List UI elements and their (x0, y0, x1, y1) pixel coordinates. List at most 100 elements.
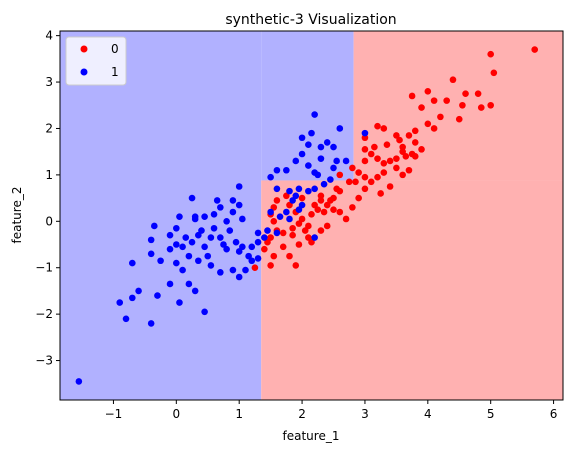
point-class-0-54 (386, 183, 394, 190)
point-class-0-26 (399, 143, 406, 151)
point-class-0-34 (393, 155, 400, 162)
point-class-1-104 (286, 187, 293, 195)
point-class-0-62 (314, 206, 322, 213)
point-class-0-49 (361, 173, 369, 181)
point-class-0-45 (405, 166, 413, 174)
point-class-1-37 (166, 231, 174, 239)
point-class-1-46 (210, 224, 218, 232)
point-class-1-45 (207, 234, 215, 241)
point-class-1-99 (330, 143, 337, 151)
point-class-1-105 (273, 185, 281, 193)
point-class-0-8 (487, 101, 494, 109)
point-class-0-39 (361, 157, 369, 165)
point-class-1-88 (283, 166, 290, 174)
x-tick-label: 3 (361, 407, 369, 421)
point-class-1-32 (254, 238, 262, 246)
point-class-0-19 (405, 132, 413, 139)
point-class-1-101 (361, 129, 369, 137)
point-class-0-14 (437, 113, 444, 121)
point-class-1-18 (204, 252, 212, 260)
point-class-1-63 (173, 224, 180, 232)
point-class-1-38 (173, 241, 180, 248)
point-class-1-9 (185, 280, 193, 288)
point-class-0-98 (308, 238, 315, 246)
point-class-0-83 (270, 204, 278, 211)
point-class-1-5 (135, 287, 142, 295)
point-class-1-47 (217, 234, 224, 241)
point-class-0-17 (430, 125, 438, 132)
point-class-1-30 (239, 243, 246, 251)
point-class-1-93 (311, 111, 318, 118)
point-class-1-73 (289, 197, 296, 204)
point-class-1-14 (157, 257, 164, 265)
point-class-0-13 (418, 104, 425, 111)
point-class-1-66 (264, 227, 271, 234)
point-class-1-17 (195, 257, 202, 265)
point-class-0-38 (367, 150, 375, 158)
y-axis-ticks: −3 −2 −1 0 1 2 3 4 (35, 29, 60, 368)
point-class-0-9 (424, 88, 432, 95)
point-class-0-91 (267, 262, 274, 269)
point-class-1-0 (75, 378, 83, 385)
point-class-0-57 (355, 194, 362, 202)
point-class-1-102 (311, 234, 318, 241)
point-class-0-69 (349, 204, 356, 211)
point-class-0-33 (402, 153, 410, 160)
plot-frame (59, 30, 564, 401)
point-class-1-13 (166, 245, 174, 253)
legend-marker-class-0 (80, 45, 88, 53)
point-class-1-61 (191, 213, 199, 220)
point-class-0-6 (459, 101, 466, 109)
point-class-0-5 (474, 90, 482, 97)
point-class-0-1 (487, 50, 494, 58)
point-class-0-101 (333, 185, 340, 193)
point-class-1-91 (298, 134, 306, 142)
point-class-1-6 (154, 292, 161, 299)
point-class-1-59 (235, 201, 243, 209)
y-tick-label: 3 (45, 75, 53, 89)
point-class-1-92 (308, 129, 315, 137)
point-class-0-21 (361, 134, 369, 142)
point-class-1-10 (201, 308, 208, 316)
point-class-1-7 (166, 280, 174, 288)
point-class-0-48 (367, 178, 375, 186)
point-class-1-29 (232, 238, 240, 246)
point-class-1-20 (217, 269, 224, 276)
point-class-1-54 (229, 208, 237, 216)
point-class-1-71 (283, 208, 290, 216)
point-class-1-75 (295, 206, 303, 213)
point-class-0-43 (380, 169, 388, 176)
point-class-0-36 (380, 159, 388, 167)
point-class-1-103 (295, 185, 303, 193)
x-tick-label: 5 (487, 407, 495, 421)
x-tick-label: 0 (172, 407, 180, 421)
point-class-1-70 (276, 213, 284, 220)
point-class-0-40 (411, 153, 419, 160)
point-class-1-62 (176, 213, 183, 220)
point-class-1-80 (320, 180, 328, 188)
point-class-0-67 (336, 208, 344, 216)
point-class-1-55 (239, 215, 246, 223)
point-class-0-28 (361, 146, 369, 153)
point-class-1-98 (336, 125, 344, 132)
point-class-1-43 (198, 227, 205, 234)
point-class-0-89 (264, 238, 271, 246)
point-class-0-95 (292, 262, 300, 269)
region-class-1-1 (261, 31, 354, 181)
point-class-1-21 (223, 245, 230, 253)
point-class-0-87 (298, 194, 306, 202)
point-class-0-44 (399, 171, 406, 179)
point-class-1-41 (188, 238, 196, 246)
point-class-0-50 (352, 178, 359, 186)
point-class-1-34 (147, 236, 155, 244)
y-axis-label: feature_2 (10, 187, 24, 244)
point-class-1-84 (317, 155, 325, 162)
region-class-0-3 (353, 31, 563, 181)
x-tick-label: 4 (424, 407, 432, 421)
point-class-0-72 (305, 222, 312, 230)
point-class-1-74 (292, 192, 300, 200)
point-class-0-99 (251, 264, 259, 272)
point-class-0-7 (477, 104, 485, 111)
point-class-0-74 (298, 215, 306, 223)
